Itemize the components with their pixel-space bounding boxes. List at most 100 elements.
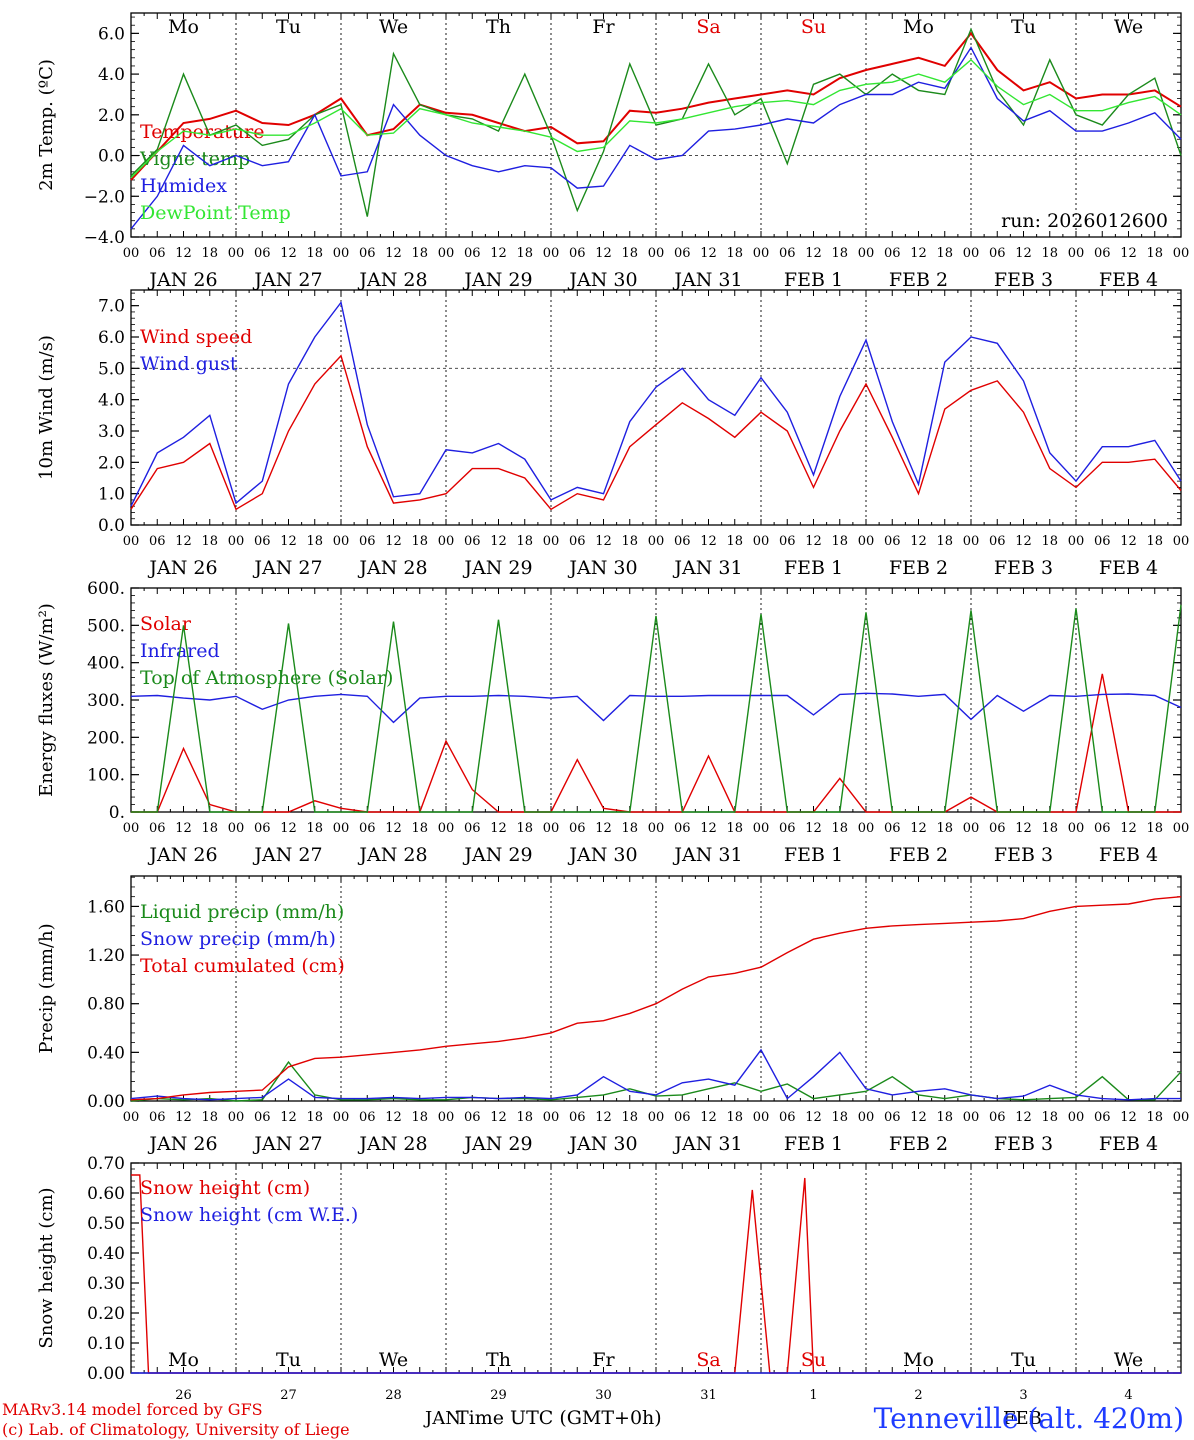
hour-label: 12 — [490, 534, 507, 549]
y-tick-label: 1.0 — [98, 485, 125, 505]
date-label: JAN 31 — [672, 844, 742, 866]
bottom-month-right: FEB — [1003, 1408, 1042, 1429]
series-line-wind-1 — [130, 300, 1182, 507]
hour-label: 06 — [254, 1110, 271, 1125]
hour-label: 12 — [490, 1110, 507, 1125]
hour-label: 18 — [516, 1110, 533, 1125]
hour-label: 12 — [1015, 821, 1032, 836]
series-line-precip-0 — [130, 1060, 1182, 1102]
hour-label: 06 — [884, 534, 901, 549]
day-name-label: Fr — [592, 1349, 615, 1371]
y-tick-label: 7.0 — [98, 297, 125, 317]
hour-label: 18 — [201, 246, 218, 261]
y-tick-label: 0.20 — [87, 1304, 125, 1324]
hour-label: 06 — [1094, 821, 1111, 836]
hour-label: 12 — [805, 821, 822, 836]
hour-label: 06 — [359, 1110, 376, 1125]
series-line-temperature-3 — [130, 58, 1182, 179]
hour-label: 06 — [359, 534, 376, 549]
hour-label: 00 — [333, 1110, 350, 1125]
date-label: FEB 2 — [889, 557, 948, 579]
date-label: JAN 28 — [357, 1133, 427, 1155]
y-tick-label: 3.0 — [98, 422, 125, 442]
hour-label: 12 — [490, 246, 507, 261]
hour-label: 06 — [464, 1110, 481, 1125]
day-number-label: 30 — [595, 1388, 612, 1403]
day-number-label: 31 — [700, 1388, 717, 1403]
hour-label: 00 — [648, 821, 665, 836]
date-label: JAN 29 — [462, 1133, 532, 1155]
hour-label: 18 — [831, 534, 848, 549]
day-name-label: Sa — [696, 16, 720, 38]
hour-label: 00 — [1173, 246, 1190, 261]
y-tick-label: 4.0 — [98, 65, 125, 85]
hour-label: 00 — [963, 246, 980, 261]
hour-label: 06 — [1094, 1110, 1111, 1125]
bottom-month-left: JAN — [423, 1408, 461, 1429]
date-label: FEB 3 — [994, 844, 1053, 866]
hour-label: 06 — [779, 534, 796, 549]
hour-label: 12 — [280, 246, 297, 261]
lab-credit: (c) Lab. of Climatology, University of L… — [2, 1420, 350, 1439]
y-tick-label: 2.0 — [98, 106, 125, 126]
y-tick-label: 0.30 — [87, 1274, 125, 1294]
hour-label: 06 — [569, 246, 586, 261]
date-label: JAN 29 — [462, 557, 532, 579]
hour-label: 18 — [201, 534, 218, 549]
series-line-wind-0 — [130, 354, 1182, 511]
series-line-snow-0 — [131, 1174, 1181, 1374]
hour-label: 18 — [1146, 821, 1163, 836]
hour-label: 12 — [1120, 821, 1137, 836]
date-label: JAN 27 — [252, 269, 322, 291]
y-tick-label: 0.40 — [87, 1244, 125, 1264]
day-name-label: Th — [486, 16, 511, 38]
legend-entry: Snow height (cm W.E.) — [140, 1204, 358, 1226]
hour-label: 18 — [1146, 1110, 1163, 1125]
hour-label: 12 — [595, 821, 612, 836]
hour-label: 12 — [1120, 246, 1137, 261]
y-axis-label: 2m Temp. (ºC) — [36, 59, 57, 191]
hour-label: 00 — [1068, 821, 1085, 836]
hour-label: 00 — [123, 821, 140, 836]
hour-label: 06 — [569, 821, 586, 836]
day-name-label: Tu — [1011, 16, 1036, 38]
hour-label: 12 — [280, 1110, 297, 1125]
hour-label: 18 — [831, 1110, 848, 1125]
y-axis-label: Energy fluxes (W/m²) — [36, 603, 57, 797]
hour-label: 00 — [963, 821, 980, 836]
hour-label: 00 — [438, 821, 455, 836]
date-label: JAN 28 — [357, 269, 427, 291]
hour-label: 00 — [753, 246, 770, 261]
y-tick-label: 0.40 — [87, 1043, 125, 1063]
y-tick-label: −2.0 — [84, 187, 125, 207]
day-name-label: Mo — [168, 16, 199, 38]
series-line-precip-1 — [130, 1048, 1181, 1101]
hour-label: 12 — [1120, 1110, 1137, 1125]
day-name-label: Tu — [276, 16, 301, 38]
hour-label: 18 — [411, 246, 428, 261]
hour-label: 18 — [726, 821, 743, 836]
hour-label: 06 — [149, 534, 166, 549]
hour-label: 00 — [648, 1110, 665, 1125]
hour-label: 06 — [1094, 246, 1111, 261]
hour-label: 06 — [569, 534, 586, 549]
hour-label: 06 — [884, 1110, 901, 1125]
hour-label: 18 — [516, 821, 533, 836]
hour-label: 12 — [595, 1110, 612, 1125]
day-name-label: Sa — [696, 1349, 720, 1371]
y-tick-label: 1.20 — [87, 946, 125, 966]
y-axis-label: Snow height (cm) — [36, 1187, 57, 1348]
x-axis-label: Time UTC (GMT+0h) — [456, 1407, 662, 1429]
hour-label: 12 — [910, 534, 927, 549]
hour-label: 00 — [1068, 534, 1085, 549]
hour-label: 18 — [936, 821, 953, 836]
hour-label: 18 — [201, 821, 218, 836]
hour-label: 00 — [543, 1110, 560, 1125]
date-label: FEB 4 — [1099, 1133, 1158, 1155]
hour-label: 00 — [1173, 821, 1190, 836]
day-name-label: Tu — [1011, 1349, 1036, 1371]
run-annotation: run: 2026012600 — [1001, 210, 1168, 232]
hour-label: 00 — [1173, 534, 1190, 549]
station-title: Tenneville (alt. 420m) — [873, 1402, 1184, 1435]
y-tick-label: 0.50 — [87, 1214, 125, 1234]
